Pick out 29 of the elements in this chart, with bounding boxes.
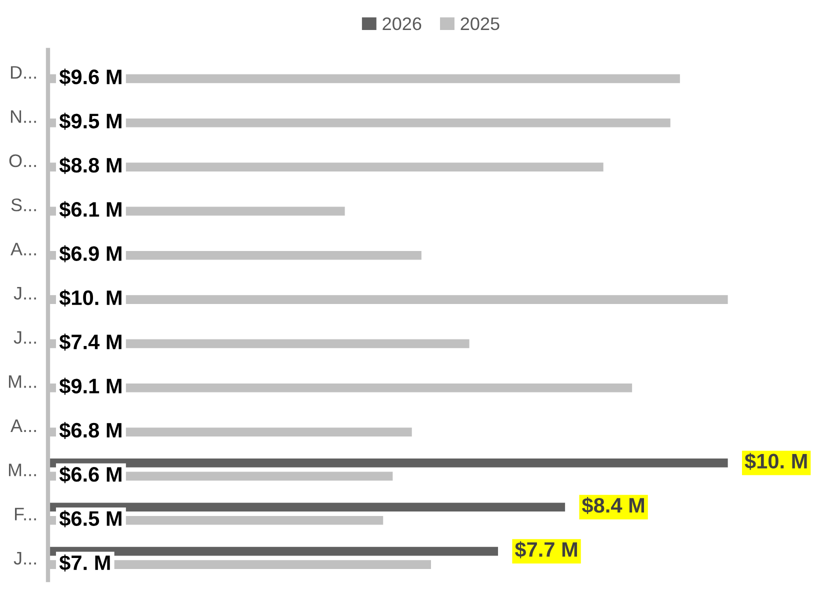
- data-label: $6.9 M: [59, 245, 122, 262]
- y-tick-label: N...: [10, 110, 36, 123]
- data-label: $6.6 M: [59, 466, 122, 484]
- data-label: $10. M: [59, 289, 122, 306]
- data-label: $7.4 M: [59, 334, 122, 351]
- data-label: $9.1 M: [59, 378, 122, 395]
- y-tick-label: J...: [14, 331, 36, 344]
- legend-label: 2025: [460, 17, 500, 30]
- y-tick-label: M...: [8, 464, 36, 476]
- data-label: $7. M: [59, 554, 110, 572]
- data-label: $9.6 M: [59, 68, 122, 86]
- y-tick-label: O...: [9, 154, 36, 168]
- y-tick-label: D...: [10, 66, 36, 79]
- y-tick-label: A...: [10, 242, 36, 256]
- y-tick-label: J...: [14, 552, 36, 565]
- data-label: $9.5 M: [59, 112, 122, 130]
- data-label: $6.1 M: [59, 201, 122, 218]
- y-tick-label: M...: [8, 375, 36, 388]
- data-label: $6.8 M: [59, 422, 122, 439]
- data-label: $7.7 M: [514, 541, 577, 558]
- y-tick-label: S...: [11, 198, 36, 212]
- y-tick-label: A...: [10, 420, 36, 432]
- data-label: $6.5 M: [59, 510, 122, 528]
- y-tick-label: J...: [14, 287, 36, 300]
- data-label: $10. M: [744, 452, 807, 470]
- y-tick-label: F...: [14, 508, 36, 520]
- data-label: $8.8 M: [59, 156, 122, 174]
- data-label: $8.4 M: [582, 497, 644, 514]
- legend-label: 2026: [382, 17, 422, 30]
